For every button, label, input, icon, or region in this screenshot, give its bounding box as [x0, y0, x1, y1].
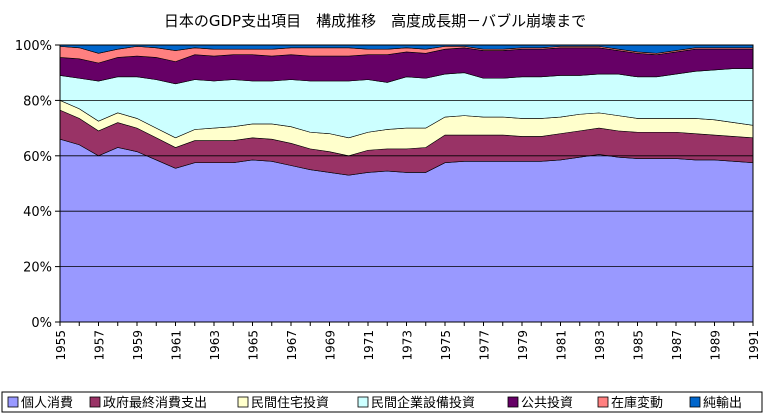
legend-label-0: 個人消費: [21, 396, 73, 411]
legend-box: [1, 391, 763, 413]
x-tick-label: 1955: [54, 330, 68, 361]
x-tick-label: 1985: [632, 330, 646, 361]
y-tick-label: 60%: [23, 150, 52, 165]
legend-swatch-0: [7, 396, 19, 408]
x-tick-label: 1957: [93, 330, 107, 361]
legend-label-3: 民間企業設備投資: [371, 395, 475, 411]
legend-label-5: 在庫変動: [611, 395, 663, 411]
x-tick-label: 1975: [439, 330, 453, 361]
x-tick-label: 1967: [285, 330, 299, 361]
y-axis: 0% 20% 40% 60% 80% 100%: [15, 39, 60, 331]
legend-label-4: 公共投資: [521, 395, 573, 411]
x-tick-label: 1959: [131, 330, 145, 361]
legend-swatch-1: [89, 396, 101, 408]
x-tick-label: 1979: [516, 330, 530, 361]
plot-area: [59, 44, 754, 323]
legend-label-6: 純輸出: [703, 396, 742, 411]
legend: 個人消費 政府最終消費支出 民間住宅投資 民間企業設備投資 公共投資 在庫変動 純輸出: [1, 391, 763, 413]
x-tick-label: 1983: [593, 330, 607, 361]
chart-title: 日本のGDP支出項目 構成推移 高度成長期－バブル崩壊まで: [164, 12, 586, 30]
legend-swatch-4: [507, 396, 519, 408]
x-tick-label: 1987: [670, 330, 684, 361]
x-tick-label: 1977: [478, 330, 492, 361]
y-tick-label: 40%: [23, 205, 52, 220]
x-tick-label: 1989: [709, 330, 723, 361]
y-tick-label: 100%: [15, 39, 52, 54]
legend-swatch-6: [689, 396, 701, 408]
y-tick-label: 80%: [23, 94, 52, 109]
legend-label-1: 政府最終消費支出: [103, 395, 207, 411]
legend-label-2: 民間住宅投資: [251, 395, 329, 411]
x-tick-label: 1965: [247, 330, 261, 361]
y-tick-label: 20%: [23, 261, 52, 276]
x-tick-label: 1973: [401, 330, 415, 361]
x-tick-label: 1969: [324, 330, 338, 361]
x-tick-label: 1991: [747, 330, 761, 361]
x-tick-label: 1961: [170, 330, 184, 361]
y-tick-label: 0%: [31, 316, 52, 331]
legend-swatch-2: [237, 396, 249, 408]
legend-swatch-3: [357, 396, 369, 408]
x-tick-label: 1963: [208, 330, 222, 361]
legend-swatch-5: [597, 396, 609, 408]
x-tick-label: 1981: [555, 330, 569, 361]
x-tick-label: 1971: [362, 330, 376, 361]
x-axis: 1955 1957 1959 1961 1963 1965 1967 1969 1971 1973…: [54, 322, 761, 361]
